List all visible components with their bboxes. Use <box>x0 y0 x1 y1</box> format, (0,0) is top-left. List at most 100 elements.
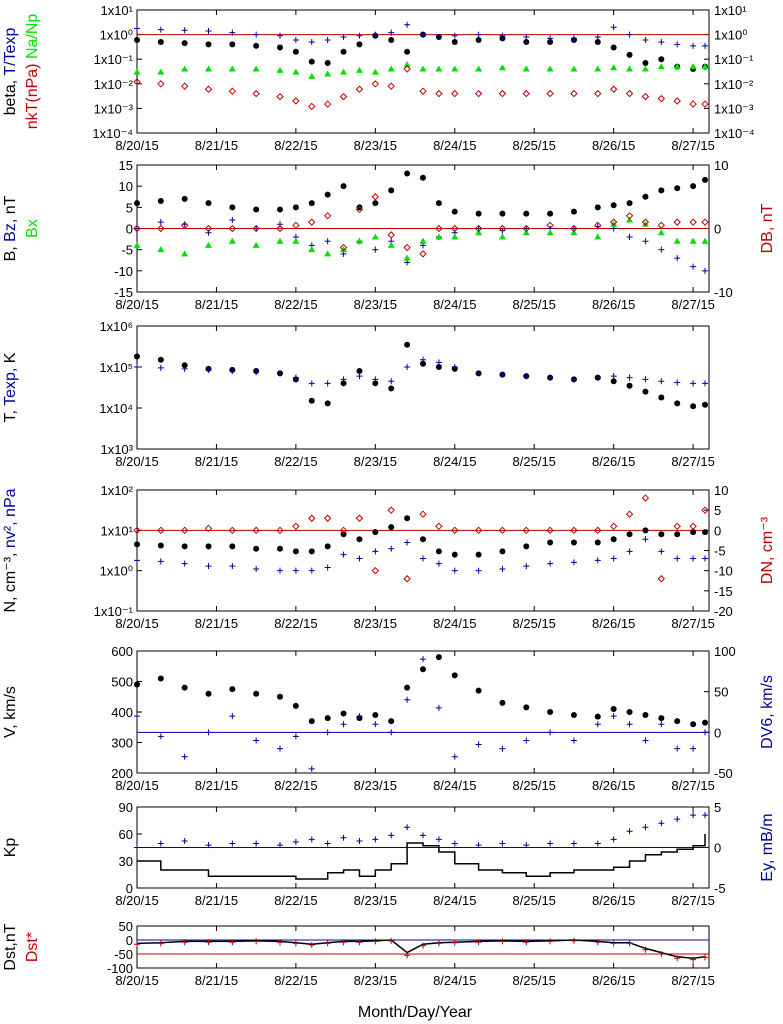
axis-label-part: Dst* <box>24 932 41 962</box>
data-point <box>642 536 649 543</box>
x-tick-label: 8/22/15 <box>274 893 317 908</box>
series-texp <box>134 356 709 387</box>
axis-label-part: K <box>2 352 19 367</box>
axis-label-part: nT <box>2 195 19 218</box>
data-point <box>522 229 530 236</box>
axis-label-part: beta, <box>2 80 19 116</box>
data-point <box>253 369 260 376</box>
y-tick-label: 1x10¹ <box>100 523 133 538</box>
data-point <box>435 359 442 366</box>
data-point <box>356 373 363 380</box>
data-point <box>276 224 284 233</box>
data-point <box>499 371 506 378</box>
y-tick-label: 1x10⁶ <box>99 319 133 334</box>
data-point <box>205 65 212 72</box>
y-tick-label: 1x10⁵ <box>99 360 133 375</box>
data-point <box>324 400 331 407</box>
x-tick-label: 8/21/15 <box>195 893 238 908</box>
x-axis-title: Month/Day/Year <box>358 1004 473 1021</box>
data-point <box>277 939 283 946</box>
data-point <box>451 364 458 370</box>
x-tick-label: 8/24/15 <box>433 973 476 988</box>
data-point <box>388 524 395 531</box>
data-point <box>594 221 602 230</box>
panel-plasma-beta: 8/20/15 8/21/15 8/22/15 8/23/15 8/24/15 8/25/… <box>2 3 755 153</box>
data-point <box>372 246 379 253</box>
data-point <box>252 526 260 535</box>
data-point <box>308 514 316 522</box>
y2-axis-title: Ey, mB/m <box>759 813 776 881</box>
data-point <box>702 729 709 736</box>
data-point <box>523 39 530 46</box>
data-point <box>372 938 379 945</box>
data-point <box>547 210 554 217</box>
data-point <box>420 942 426 949</box>
data-point <box>641 65 649 72</box>
data-point <box>180 221 189 230</box>
data-point <box>323 100 332 108</box>
x-tick-label: 8/22/15 <box>274 778 317 793</box>
data-point <box>626 382 633 389</box>
y-axis-title-secondary: Bx <box>24 219 41 238</box>
data-point <box>499 227 506 234</box>
data-point <box>610 836 617 843</box>
data-point <box>594 65 602 72</box>
data-point <box>435 233 443 240</box>
data-point <box>205 563 212 570</box>
data-point <box>253 545 260 552</box>
data-point <box>435 65 443 72</box>
series-bz <box>134 217 709 274</box>
data-point <box>475 567 482 574</box>
series-ey <box>134 812 709 851</box>
data-point <box>133 526 141 535</box>
data-point <box>323 212 332 220</box>
x-tick-label: 8/27/15 <box>671 138 714 153</box>
data-point <box>657 221 666 230</box>
x-tick-label: 8/25/15 <box>513 616 556 631</box>
y-tick-label: 500 <box>111 675 133 690</box>
data-point <box>499 745 506 752</box>
y-axis-title-secondary: nkT(nPa) Na/Np <box>24 14 41 130</box>
data-point <box>701 63 709 70</box>
data-point <box>372 836 379 843</box>
series-na-np <box>133 61 709 79</box>
data-point <box>594 557 601 564</box>
data-point <box>157 840 164 847</box>
data-point <box>404 539 411 546</box>
panel-magnetic-field: 8/20/15 8/21/15 8/22/15 8/23/15 8/24/15 8/25/… <box>2 158 776 312</box>
data-point <box>404 341 411 348</box>
data-point <box>673 218 681 226</box>
x-tick-label: 8/24/15 <box>433 616 476 631</box>
data-point <box>229 563 236 570</box>
series-t <box>134 341 709 410</box>
data-point <box>277 745 283 752</box>
data-point <box>133 68 141 75</box>
x-tick-label: 8/21/15 <box>195 778 238 793</box>
y2-tick-label: 10 <box>714 483 728 498</box>
data-point <box>626 828 633 835</box>
axis-label-part: Bx <box>24 219 41 238</box>
x-tick-label: 8/26/15 <box>592 973 635 988</box>
data-point <box>546 89 554 98</box>
data-point <box>673 522 681 531</box>
data-point <box>547 39 554 46</box>
data-point <box>371 566 380 575</box>
data-point <box>403 61 411 68</box>
data-point <box>475 65 483 72</box>
data-point <box>134 541 140 548</box>
x-tick-label: 8/21/15 <box>195 297 238 312</box>
data-point <box>594 33 601 40</box>
data-point <box>658 378 665 385</box>
series-nv2 <box>134 536 709 574</box>
data-point <box>674 531 681 538</box>
data-point <box>626 216 634 223</box>
data-point <box>657 575 666 583</box>
data-point <box>403 254 411 261</box>
data-point <box>570 840 577 847</box>
y-axis-title-secondary: Dst* <box>24 932 41 962</box>
data-point <box>229 41 236 48</box>
data-point <box>181 250 189 257</box>
panel-velocity: 8/20/15 8/21/15 8/22/15 8/23/15 8/24/15 8/25/… <box>2 644 776 793</box>
y2-tick-label: -15 <box>714 584 733 599</box>
data-point <box>570 224 578 233</box>
